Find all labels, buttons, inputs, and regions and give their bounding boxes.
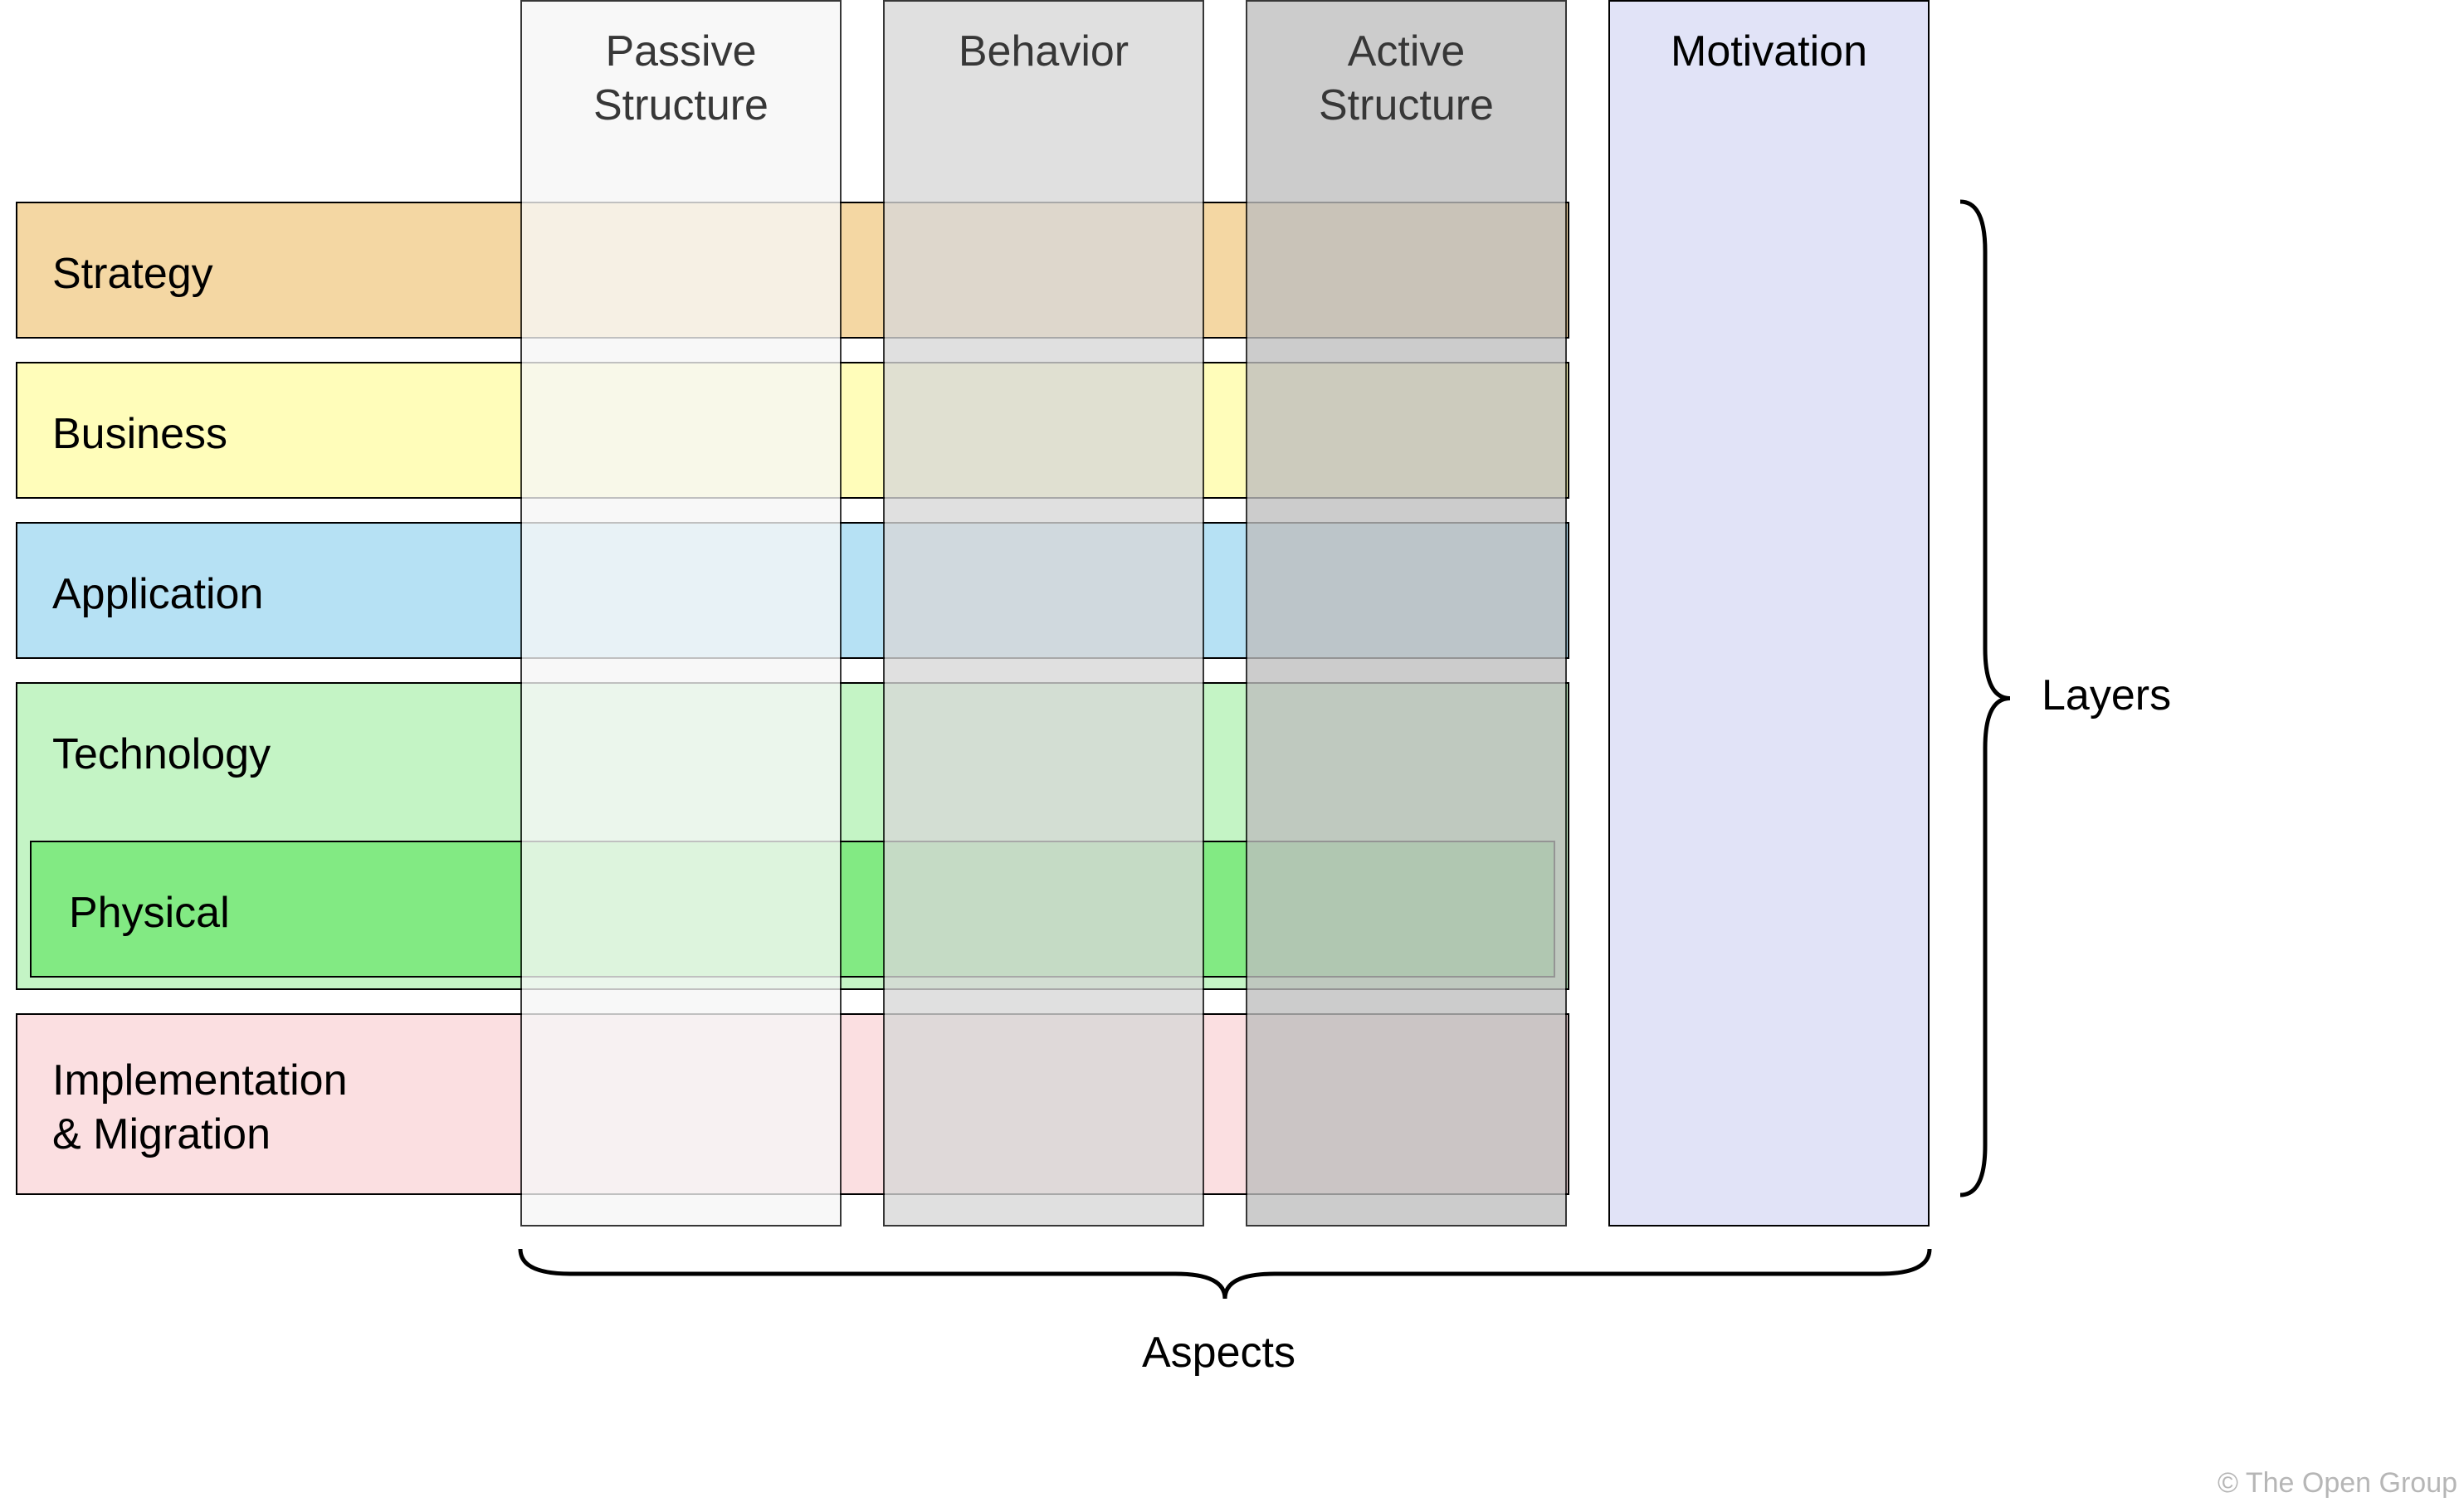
sublayer-label-physical: Physical [69, 886, 230, 940]
aspect-column-passive: Passive Structure [520, 0, 842, 1227]
layer-label-impl: Implementation & Migration [52, 1054, 348, 1162]
brace-layers-label: Layers [2042, 671, 2171, 720]
aspect-column-motivation: Motivation [1608, 0, 1930, 1227]
brace-layers [1960, 202, 2010, 1195]
aspect-label-motivation: Motivation [1610, 25, 1928, 79]
aspect-label-behavior: Behavior [885, 25, 1203, 79]
brace-aspects [520, 1249, 1930, 1299]
aspect-label-active: Active Structure [1247, 25, 1565, 133]
aspect-column-behavior: Behavior [883, 0, 1204, 1227]
copyright-footer: © The Open Group [2218, 1467, 2457, 1500]
layer-label-technology: Technology [52, 728, 271, 782]
aspect-label-passive: Passive Structure [522, 25, 840, 133]
layer-label-strategy: Strategy [52, 247, 213, 301]
aspect-column-active: Active Structure [1246, 0, 1567, 1227]
layer-label-application: Application [52, 568, 263, 622]
brace-aspects-label: Aspects [1142, 1328, 1295, 1378]
layer-label-business: Business [52, 407, 227, 461]
